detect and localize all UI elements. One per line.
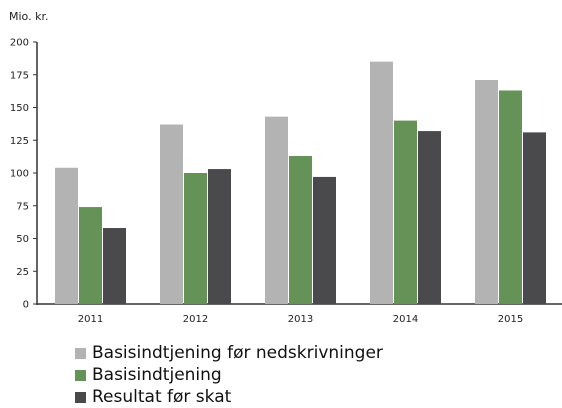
bar-2015-series-2: [499, 90, 522, 304]
x-tick-label-2015: 2015: [498, 314, 523, 325]
legend-swatch: [75, 347, 86, 359]
legend-item-3: Resultat før skat: [75, 386, 383, 408]
x-tick-label-2012: 2012: [183, 314, 208, 325]
bar-chart: 0 25 50 75 100 125 150 175 200 2011 2012 2013 2014 20…: [10, 38, 562, 325]
bar-2015-series-1: [475, 79, 498, 305]
chart-legend: Basisindtjening før nedskrivninger Basisi…: [75, 342, 383, 408]
y-tick-label: 100: [10, 169, 29, 180]
x-tick-label-2011: 2011: [78, 314, 103, 325]
y-tick-label: 175: [10, 70, 29, 81]
y-tick-label: 25: [16, 267, 29, 278]
bar-2014-series-3: [418, 131, 441, 304]
bar-2013-series-3: [313, 176, 336, 304]
bar-2011-series-3: [103, 228, 126, 304]
legend-swatch: [75, 391, 86, 403]
legend-swatch: [75, 369, 86, 381]
bar-2011-series-1: [55, 167, 78, 304]
legend-label: Basisindtjening før nedskrivninger: [92, 343, 383, 363]
bar-2014-series-2: [394, 120, 417, 304]
y-axis-unit-label: Mio. kr.: [9, 10, 49, 23]
x-tick-label-2013: 2013: [288, 314, 313, 325]
legend-item-2: Basisindtjening: [75, 364, 383, 386]
y-tick-label: 50: [16, 234, 29, 245]
y-tick-label: 200: [10, 38, 29, 49]
bar-2011-series-2: [79, 207, 102, 304]
y-tick-label: 150: [10, 103, 29, 114]
bar-2012-series-1: [160, 124, 183, 304]
y-tick-label: 75: [16, 201, 29, 212]
legend-label: Basisindtjening: [92, 365, 222, 385]
y-tick-label: 0: [23, 300, 29, 311]
legend-item-1: Basisindtjening før nedskrivninger: [75, 342, 383, 364]
bar-2012-series-3: [208, 169, 231, 304]
bar-2012-series-2: [184, 173, 207, 304]
y-tick-label: 125: [10, 136, 29, 147]
bar-2015-series-3: [523, 132, 546, 304]
bar-2013-series-2: [289, 155, 312, 304]
legend-label: Resultat før skat: [92, 387, 232, 407]
bar-2014-series-1: [370, 61, 393, 305]
bar-2013-series-1: [265, 116, 288, 304]
x-tick-label-2014: 2014: [393, 314, 418, 325]
chart-area: 0 25 50 75 100 125 150 175 200 2011 2012 2013 2014 20…: [10, 38, 562, 325]
